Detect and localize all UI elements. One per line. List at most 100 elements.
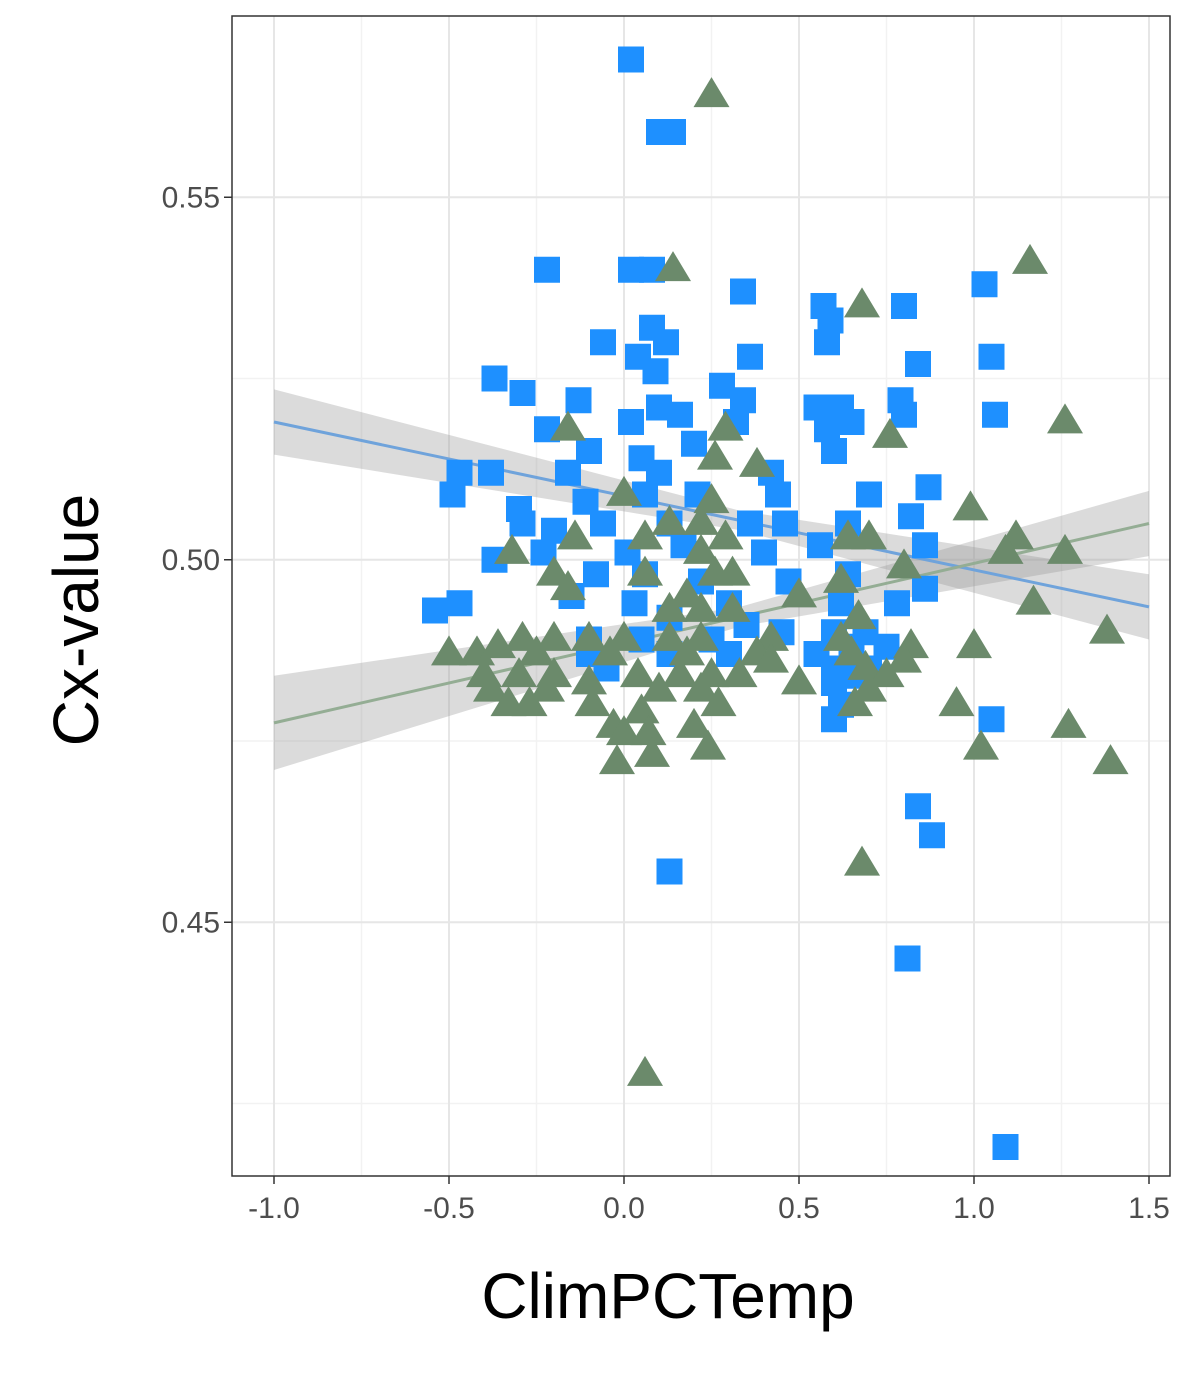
x-tick-label: 1.0 [953,1192,995,1225]
point-triangle [753,620,789,651]
point-square [646,459,672,486]
point-square [667,401,693,428]
point-triangle [823,562,859,593]
point-triangle [627,555,663,586]
point-square [803,394,830,421]
point-triangle [518,635,555,666]
plot-border [231,15,1171,1177]
point-triangle [886,642,922,673]
point-triangle [669,635,705,666]
point-square [898,503,924,530]
point-square [583,561,609,588]
point-square [660,119,686,145]
point-triangle [536,555,572,586]
point-triangle [557,519,593,550]
point-triangle [753,642,789,673]
point-triangle [868,657,905,688]
point-triangle [1015,584,1052,615]
point-triangle [963,729,999,760]
point-triangle [606,620,642,651]
y-tick-label: 0.55 [162,181,220,214]
point-square [817,307,844,334]
point-square [856,481,882,508]
point-triangle [693,483,730,514]
point-square [653,329,679,356]
point-square [478,459,504,486]
x-tick-label: -1.0 [248,1192,300,1225]
y-tick-label: 0.50 [162,544,220,577]
point-triangle [571,620,607,651]
point-square [572,488,599,515]
point-triangle [952,490,989,521]
point-triangle [1089,613,1125,644]
point-square [446,590,473,617]
point-triangle [431,635,467,666]
point-square [555,459,581,486]
point-square [971,271,998,298]
point-triangle [690,729,726,760]
point-square [590,329,616,356]
point-square [915,474,942,501]
point-square [838,409,865,435]
point-triangle [987,533,1024,564]
point-triangle [851,671,887,702]
point-square [772,510,798,537]
point-triangle [739,446,775,477]
x-tick-label: 0.0 [603,1192,645,1225]
point-triangle [1050,707,1087,738]
point-triangle [550,570,586,601]
point-square [509,510,536,537]
point-square [912,532,938,559]
point-square [446,459,473,486]
point-triangle [651,591,688,622]
grid-minor [232,16,1170,1176]
point-triangle [662,657,698,688]
point-triangle [840,599,877,630]
y-tick-label: 0.45 [162,906,220,939]
x-tick-label: 1.5 [1128,1192,1170,1225]
point-triangle [781,577,817,608]
point-triangle [837,686,873,717]
point-square [894,945,921,972]
point-triangle [627,519,663,550]
point-triangle [473,671,509,702]
point-triangle [781,664,817,695]
point-triangle [683,671,719,702]
point-triangle [683,591,719,622]
point-triangle [511,686,548,717]
point-triangle [1092,744,1129,775]
point-square [891,293,917,319]
point-triangle [606,715,642,746]
point-square [905,793,931,820]
point-square [982,401,1008,428]
y-axis: 0.45 0.50 0.55 [162,181,232,939]
point-triangle [504,620,541,651]
point-triangle [620,657,656,688]
point-square [730,387,756,414]
point-square [730,278,756,305]
x-axis: -1.0 -0.5 0.0 0.5 1.0 1.5 [248,1176,1170,1225]
point-square [891,401,917,428]
x-tick-label: -0.5 [423,1192,475,1225]
point-triangle [1047,403,1083,434]
point-triangle [599,744,635,775]
point-triangle [683,533,719,564]
data-points [422,46,1129,1160]
point-square [656,858,683,885]
point-triangle [700,686,737,717]
point-triangle [1012,243,1048,274]
x-axis-title: ClimPCTemp [481,1260,854,1332]
y-axis-title: Cx-value [40,494,112,747]
point-triangle [623,693,660,724]
point-square [828,590,854,617]
point-triangle [655,251,691,282]
point-triangle [697,439,733,470]
point-triangle [683,620,719,651]
point-triangle [956,628,992,659]
point-triangle [676,707,712,738]
point-square [814,416,840,443]
point-square [590,510,616,537]
point-square [541,517,567,544]
point-square [807,532,833,559]
